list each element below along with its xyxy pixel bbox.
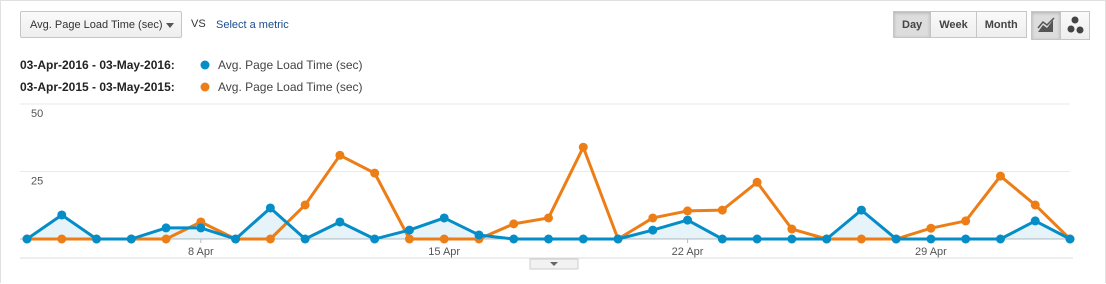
day-button[interactable]: Day	[893, 11, 932, 38]
x-tick-label: 8 Apr	[188, 246, 214, 258]
data-point	[161, 234, 171, 244]
period-buttons: Day Week Month	[893, 11, 1027, 38]
x-tick-label: 22 Apr	[672, 246, 704, 258]
line-icon	[1037, 17, 1055, 32]
data-point	[57, 234, 67, 244]
data-point	[822, 234, 832, 244]
chart-type-buttons	[1031, 11, 1090, 40]
data-point	[231, 234, 241, 244]
data-point	[161, 223, 171, 233]
data-point	[300, 234, 310, 244]
data-point	[92, 234, 102, 244]
data-point	[126, 234, 136, 244]
data-point	[57, 210, 67, 220]
data-point	[995, 234, 1005, 244]
data-point	[265, 234, 275, 244]
legend-range: 03-Apr-2016 - 03-May-2016:	[20, 58, 175, 72]
x-tick-label: 29 Apr	[915, 246, 947, 258]
expand-arrow	[550, 262, 558, 266]
data-point	[1030, 200, 1040, 210]
data-point	[961, 234, 971, 244]
data-point	[370, 234, 380, 244]
y-tick-label: 50	[31, 108, 43, 120]
data-point	[578, 142, 588, 152]
data-point	[683, 215, 693, 225]
data-point	[474, 230, 484, 240]
legend-range: 03-Apr-2015 - 03-May-2015:	[20, 80, 175, 94]
data-point	[335, 150, 345, 160]
vs-label: VS	[191, 18, 206, 30]
data-point	[335, 217, 345, 227]
data-point	[787, 224, 797, 234]
motion-chart-button[interactable]	[1060, 11, 1090, 40]
data-point	[1065, 234, 1075, 244]
data-point	[995, 171, 1005, 181]
bubble-icon	[1067, 16, 1084, 34]
data-point	[787, 234, 797, 244]
data-point	[961, 216, 971, 226]
data-point	[196, 223, 206, 233]
line-chart-button[interactable]	[1031, 11, 1061, 40]
data-point	[404, 234, 414, 244]
data-point	[648, 225, 658, 235]
series-area	[27, 207, 1070, 239]
data-point	[1030, 216, 1040, 226]
data-point	[752, 234, 762, 244]
data-point	[613, 234, 623, 244]
data-point	[683, 206, 693, 216]
series-line	[27, 145, 1072, 241]
data-point	[578, 234, 588, 244]
data-point	[544, 213, 553, 223]
legend-swatch	[200, 60, 210, 70]
data-point	[404, 225, 414, 235]
data-point	[717, 205, 727, 215]
data-point	[856, 205, 866, 215]
data-point	[926, 234, 936, 244]
data-point	[265, 203, 275, 213]
legend-label: Avg. Page Load Time (sec)	[218, 80, 363, 94]
data-point	[370, 168, 380, 178]
y-tick-label: 25	[31, 176, 43, 188]
month-button[interactable]: Month	[975, 11, 1027, 38]
data-point	[509, 219, 519, 229]
metric-dropdown[interactable]: Avg. Page Load Time (sec)	[20, 11, 182, 38]
data-point	[648, 213, 658, 223]
data-point	[509, 234, 519, 244]
data-point	[300, 200, 310, 210]
data-point	[439, 234, 449, 244]
data-point	[856, 234, 866, 244]
x-tick-label: 15 Apr	[428, 246, 460, 258]
select-metric-link[interactable]: Select a metric	[216, 19, 289, 31]
legend-swatch	[200, 82, 210, 92]
data-point	[752, 177, 762, 187]
data-point	[926, 223, 936, 233]
data-point	[22, 234, 32, 244]
data-point	[891, 234, 901, 244]
legend-label: Avg. Page Load Time (sec)	[218, 58, 363, 72]
data-point	[544, 234, 553, 244]
data-point	[439, 213, 449, 223]
data-point	[717, 234, 727, 244]
